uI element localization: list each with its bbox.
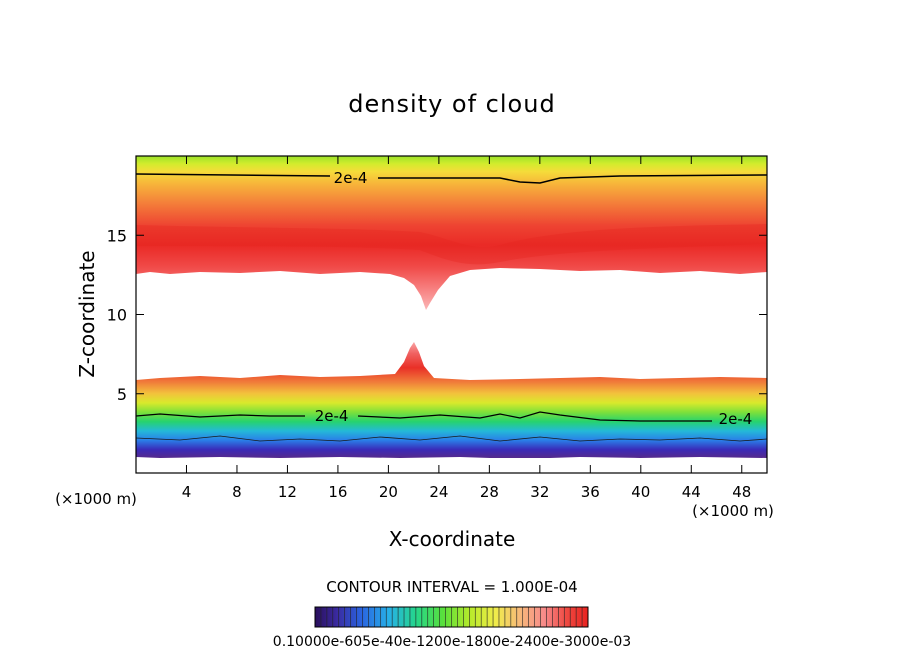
x-axis-title: X-coordinate bbox=[389, 527, 516, 551]
colorbar-divisions bbox=[320, 607, 583, 627]
contour-line-bottom bbox=[136, 435, 767, 442]
contour-line-lower bbox=[136, 411, 712, 422]
contour-label: 2e-4 bbox=[315, 407, 349, 425]
x-axis-ticks: 4 8 12 16 20 24 28 32 36 40 44 48 bbox=[182, 156, 751, 501]
y-axis-title: Z-coordinate bbox=[75, 250, 99, 377]
y-tick-label: 10 bbox=[107, 306, 127, 325]
y-tick-label: 5 bbox=[117, 385, 127, 404]
lower-cloud-layer bbox=[136, 342, 767, 459]
x-tick-label: 20 bbox=[379, 483, 398, 501]
chart-title: density of cloud bbox=[348, 90, 555, 118]
y-tick-label: 15 bbox=[107, 226, 127, 245]
contour-label: 2e-4 bbox=[719, 410, 753, 428]
upper-cloud-core bbox=[136, 224, 767, 265]
contour-label: 2e-4 bbox=[334, 169, 368, 187]
contour-line-upper bbox=[136, 173, 767, 184]
x-tick-label: 36 bbox=[581, 483, 600, 501]
x-tick-label: 40 bbox=[631, 483, 650, 501]
field-layer bbox=[136, 156, 767, 473]
surface-gap bbox=[136, 458, 767, 473]
colorbar-labels: 0.10000e-605e-40e-1200e-1800e-2400e-3000… bbox=[273, 634, 631, 650]
colorbar-frame bbox=[314, 606, 589, 628]
x-tick-label: 8 bbox=[232, 483, 242, 501]
x-tick-label: 12 bbox=[278, 483, 297, 501]
contour-interval-text: CONTOUR INTERVAL = 1.000E-04 bbox=[326, 578, 577, 596]
x-tick-label: 24 bbox=[429, 483, 448, 501]
x-tick-label: 28 bbox=[480, 483, 499, 501]
x-tick-label: 32 bbox=[530, 483, 549, 501]
y-unit-label: (×1000 m) bbox=[55, 490, 137, 508]
x-tick-label: 4 bbox=[182, 483, 192, 501]
x-tick-label: 44 bbox=[682, 483, 701, 501]
x-tick-label: 48 bbox=[732, 483, 751, 501]
x-unit-label: (×1000 m) bbox=[692, 502, 774, 520]
contour-labels: 2e-4 2e-4 2e-4 bbox=[315, 169, 753, 428]
y-axis-ticks: 5 10 15 bbox=[107, 226, 767, 404]
upper-cloud-layer bbox=[136, 156, 767, 310]
x-tick-label: 16 bbox=[328, 483, 347, 501]
